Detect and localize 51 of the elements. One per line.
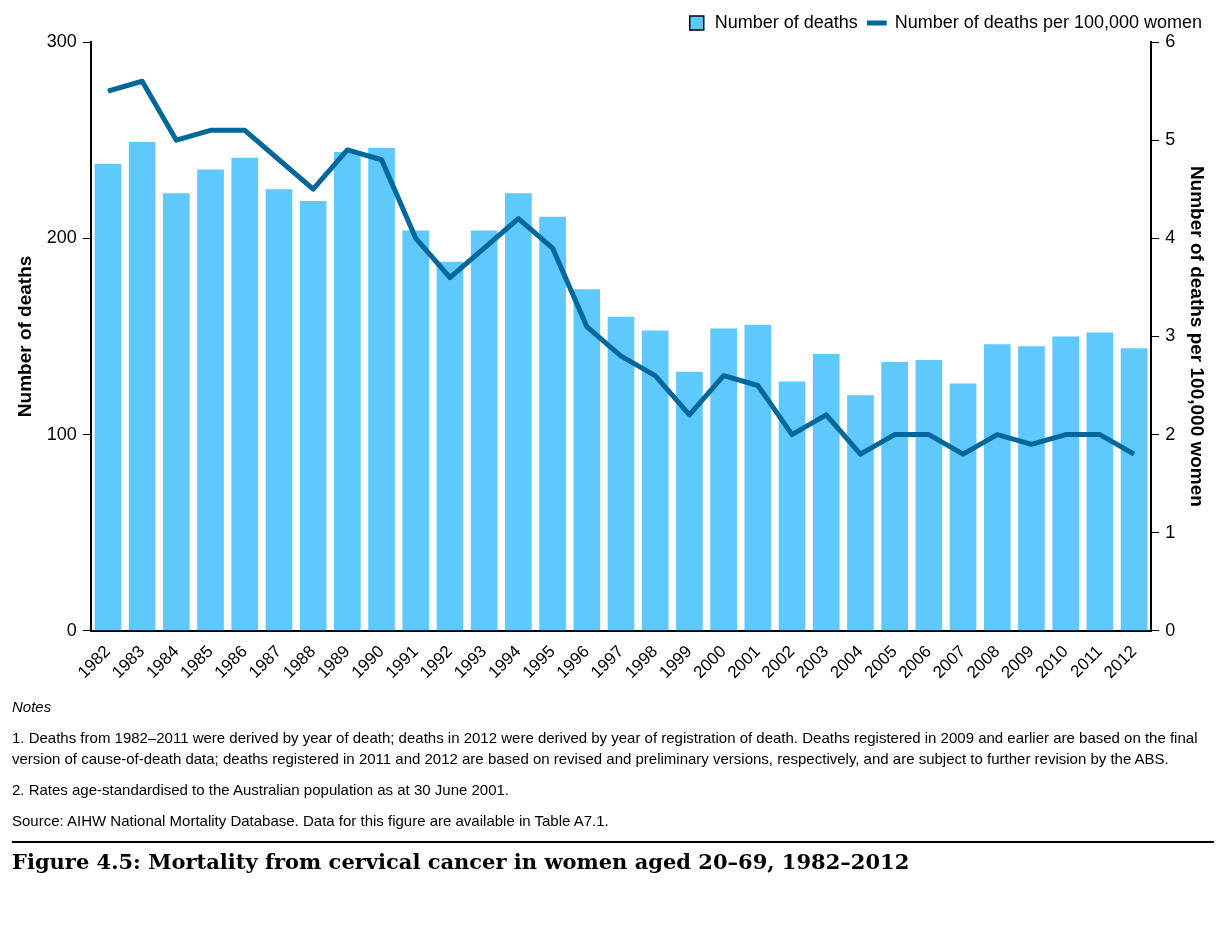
bar xyxy=(470,230,498,631)
bar xyxy=(505,193,532,631)
bar xyxy=(778,381,806,631)
bar xyxy=(231,157,259,631)
y-tick-label: 100 xyxy=(46,423,77,444)
legend-label: Number of deaths xyxy=(714,11,858,32)
y2-tick-label: 5 xyxy=(1165,129,1176,150)
y2-tick-label: 2 xyxy=(1165,423,1176,444)
bar xyxy=(1052,336,1080,631)
bar xyxy=(128,142,156,631)
y2-tick-label: 4 xyxy=(1165,227,1176,248)
bar xyxy=(847,395,874,631)
bar xyxy=(744,324,772,631)
text: 1. Deaths from 1982–2011 were derived by year of death; deaths in 2012 were derived by year of registration of death. Deaths registered in 2009 and earlier are based on the final version of cause-of-death data; deaths registered in 2011 and 2012 are based on revised and preliminary versions, respectively, and are subject to further revision by the ABS. xyxy=(12,728,1199,769)
bar xyxy=(334,151,361,631)
bar xyxy=(299,200,327,631)
bar xyxy=(368,147,395,631)
y2-tick-label: 1 xyxy=(1165,521,1176,542)
bar xyxy=(676,371,703,631)
bar xyxy=(1086,332,1114,631)
y-tick-label: 0 xyxy=(66,619,77,640)
bar xyxy=(812,354,840,631)
y2-tick-label: 3 xyxy=(1165,325,1176,346)
bar xyxy=(983,344,1011,631)
bar xyxy=(436,261,464,631)
bar xyxy=(641,330,669,631)
y-tick-label: 300 xyxy=(46,30,77,51)
bar xyxy=(710,328,737,631)
source-note: Source: AIHW National Mortality Database. Data for this figure are available in Table A7.1. xyxy=(12,811,610,831)
bar xyxy=(573,289,601,631)
y2-tick-label: 0 xyxy=(1165,619,1176,640)
y2-axis-title: Number of deaths per 100,000 women xyxy=(1187,165,1209,507)
bar xyxy=(402,230,430,631)
bar xyxy=(94,163,122,631)
bar xyxy=(915,359,943,631)
bar xyxy=(1018,346,1045,631)
bar xyxy=(539,216,566,631)
legend-label: Number of deaths per 100,000 women xyxy=(894,11,1202,32)
bar xyxy=(949,383,977,631)
bar xyxy=(197,169,224,631)
bar xyxy=(1120,348,1148,631)
bar xyxy=(265,189,293,631)
bar xyxy=(607,316,635,631)
y2-tick-label: 6 xyxy=(1165,30,1176,51)
text: 2. Rates age-standardised to the Australian population as at 30 June 2001. xyxy=(12,780,510,800)
bar xyxy=(881,361,908,631)
text: Figure 4.5: Mortality from cervical cancer in women aged 20–69, 1982–2012 xyxy=(12,841,1214,874)
y-axis-title: Number of deaths xyxy=(13,255,35,418)
text: Notes xyxy=(12,697,53,717)
bar xyxy=(163,193,190,631)
y-tick-label: 200 xyxy=(46,227,77,248)
